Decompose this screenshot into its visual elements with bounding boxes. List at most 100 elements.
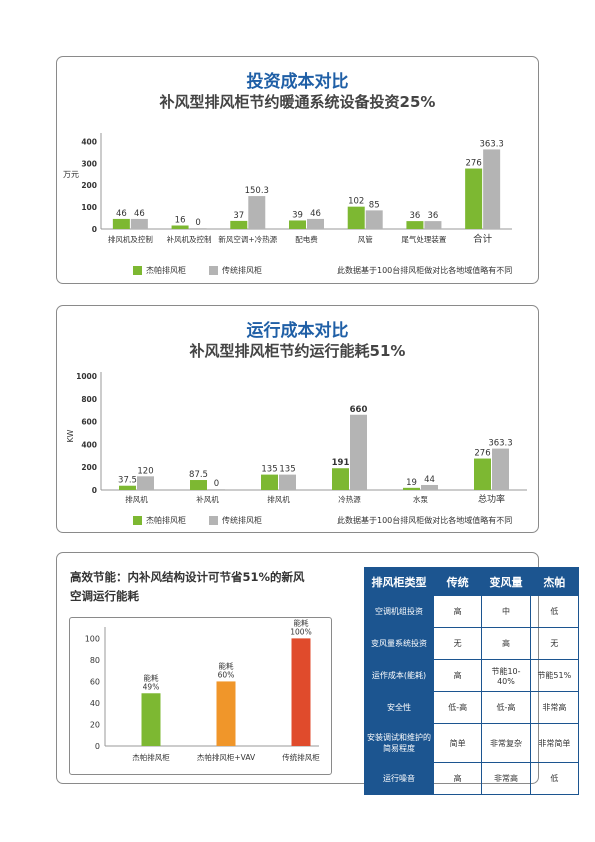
- table-row: 变风量系统投资无高无: [364, 627, 580, 660]
- bar-new: [474, 458, 491, 490]
- data-label: 36: [410, 211, 421, 221]
- y-tick-label: 400: [81, 440, 97, 449]
- x-tick-label: 排风机: [125, 494, 148, 504]
- bar-new: [112, 218, 130, 229]
- data-label: 150.3: [245, 186, 269, 196]
- legend-old-label: 传统排风柜: [222, 516, 262, 525]
- y-tick-label: 600: [81, 418, 97, 427]
- y-tick-label: 800: [81, 395, 97, 404]
- y-axis-label: KW: [66, 429, 75, 442]
- y-tick-label: 60: [90, 677, 100, 686]
- y-tick-label: 300: [81, 159, 97, 168]
- x-tick-label: 风管: [358, 234, 373, 244]
- data-label: 120: [137, 466, 153, 476]
- operation-subtitle: 补风型排风柜节约运行能耗51%: [189, 342, 406, 360]
- bar-new: [190, 480, 207, 490]
- table-cell: 非常复杂: [481, 723, 531, 763]
- y-tick-label: 40: [90, 699, 100, 708]
- table-row: 运行噪音高非常高低: [364, 762, 580, 795]
- bar-new: [332, 468, 349, 490]
- legend-new-label: 杰帕排风柜: [146, 516, 186, 525]
- y-tick-label: 100: [81, 203, 97, 212]
- y-tick-label: 0: [92, 225, 97, 234]
- y-axis-label: 万元: [63, 170, 79, 179]
- table-cell: 非常高: [481, 762, 531, 795]
- row-label: 安装调试和维护的简易程度: [364, 723, 434, 763]
- table-header-row: 排风柜类型 传统 变风量 杰帕: [364, 567, 580, 596]
- investment-chart: 0 100 200 300 400 万元 46 46 排风机及控制 16 0 补风机及控制 37 150.…: [63, 133, 512, 245]
- data-label: 85: [369, 200, 380, 210]
- data-label: 100%: [290, 627, 311, 636]
- bar-old: [248, 196, 266, 229]
- x-tick-label: 排风机及控制: [108, 234, 153, 244]
- bar-old: [307, 218, 324, 229]
- table-cell: 低-高: [481, 691, 531, 724]
- table-cell: 非常简单: [529, 723, 580, 763]
- bar-old: [365, 210, 383, 229]
- bar-new: [261, 474, 278, 490]
- table-cell: 高: [432, 595, 483, 628]
- energy-chart: 020406080100能耗49%杰帕排风柜能耗60%杰帕排风柜+VAV能耗10…: [85, 617, 321, 762]
- investment-legend-new: 杰帕排风柜: [133, 265, 186, 276]
- table-cell: 高: [432, 762, 483, 795]
- data-label: 191: [332, 458, 350, 468]
- operation-title: 运行成本对比: [246, 321, 349, 341]
- x-tick-label: 合计: [473, 233, 493, 245]
- table-cell: 非常高: [529, 691, 580, 724]
- data-label: 0: [195, 218, 200, 228]
- bar-old: [130, 218, 148, 229]
- bar-old: [208, 489, 225, 490]
- bar-new: [406, 221, 424, 229]
- legend-new-label: 杰帕排风柜: [146, 266, 186, 275]
- table-cell: 无: [432, 627, 483, 660]
- table-cell: 简单: [432, 723, 483, 763]
- table-row: 空调机组投资高中低: [364, 595, 580, 628]
- bar-old: [424, 221, 442, 229]
- data-label: 87.5: [189, 470, 208, 480]
- comparison-table: 排风柜类型 传统 变风量 杰帕 空调机组投资高中低变风量系统投资无高无运作成本(能耗)…: [364, 567, 580, 795]
- data-label: 60%: [218, 670, 235, 679]
- operation-legend-new: 杰帕排风柜: [133, 515, 186, 526]
- operation-legend-old: 传统排风柜: [209, 515, 262, 526]
- data-label-word: 能耗: [219, 660, 234, 670]
- energy-panel: 高效节能：内补风结构设计可节省51%的新风空调运行能耗 0 20 40 60 80 100…: [56, 552, 580, 795]
- bar-new: [289, 220, 306, 229]
- bar-new: [119, 485, 136, 490]
- data-label: 44: [424, 475, 435, 485]
- bar-old: [350, 414, 367, 490]
- row-label: 变风量系统投资: [364, 627, 434, 660]
- row-label: 运行噪音: [364, 762, 434, 795]
- investment-legend-old: 传统排风柜: [209, 265, 262, 276]
- y-tick-label: 80: [90, 656, 100, 665]
- bar: [291, 638, 311, 746]
- data-label: 37.5: [118, 476, 137, 486]
- x-tick-label: 配电费: [295, 234, 318, 244]
- bar-old: [421, 484, 438, 490]
- row-label: 运作成本(能耗): [364, 659, 434, 692]
- table-cell: 高: [481, 627, 531, 660]
- table-header-cell: 排风柜类型: [364, 567, 434, 596]
- bar-old: [137, 476, 154, 490]
- investment-note: 此数据基于100台排风柜做对比各地域值略有不同: [337, 266, 513, 275]
- data-label: 363.3: [479, 139, 503, 149]
- table-row: 运作成本(能耗) 高节能10-40% 节能51%: [364, 659, 580, 692]
- data-label: 37: [233, 211, 244, 221]
- y-tick-label: 200: [81, 463, 97, 472]
- bar-old: [279, 474, 296, 490]
- data-label: 0: [214, 479, 219, 489]
- data-label: 660: [350, 405, 368, 415]
- x-tick-label: 总功率: [478, 493, 505, 505]
- operation-note: 此数据基于100台排风柜做对比各地域值略有不同: [337, 516, 513, 525]
- table-row: 安装调试和维护的简易程度 简单 非常复杂 非常简单: [364, 723, 580, 763]
- table-cell: 高: [432, 659, 483, 692]
- x-tick-label: 杰帕排风柜: [132, 752, 170, 762]
- investment-title: 投资成本对比: [246, 72, 349, 92]
- energy-title: 高效节能：内补风结构设计可节省51%的新风空调运行能耗: [70, 570, 305, 603]
- table-header-cell: 变风量: [481, 567, 531, 596]
- table-header-cell: 传统: [432, 567, 483, 596]
- data-label: 36: [428, 211, 439, 221]
- data-label: 39: [292, 210, 303, 220]
- table-cell: 低-高: [432, 691, 483, 724]
- energy-chart-frame: [69, 617, 332, 775]
